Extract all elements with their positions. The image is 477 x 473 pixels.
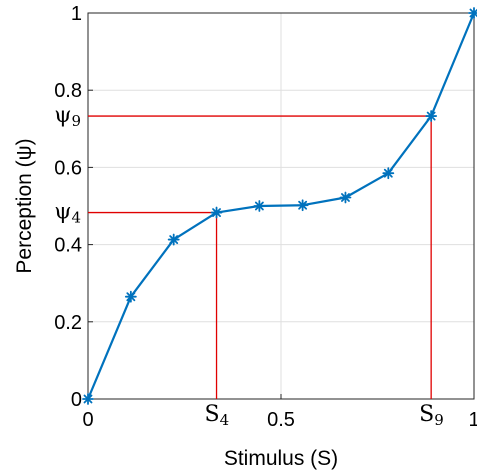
data-point <box>296 199 309 212</box>
y-tick-label: 0 <box>71 389 82 411</box>
data-point <box>82 393 94 405</box>
series-line <box>86 12 476 400</box>
y-tick-label: 1 <box>71 3 82 25</box>
data-point <box>253 200 266 212</box>
data-point <box>339 191 352 204</box>
stimulus-marker-label: S9 <box>419 402 444 429</box>
data-point <box>425 110 438 122</box>
tick-labels: 0 0.5 1 0 0.2 0.4 0.6 0.8 1 <box>54 3 477 431</box>
guide-lines <box>88 115 432 399</box>
x-axis-label: Stimulus (S) <box>224 447 338 470</box>
annotations: S4 ψ4 S9 ψ9 <box>54 103 444 429</box>
perception-marker-label: ψ9 <box>54 103 81 130</box>
y-tick-label: 0.4 <box>54 235 82 257</box>
x-tick-label: 0.5 <box>267 409 295 431</box>
data-point <box>468 7 477 19</box>
data-point <box>124 290 137 303</box>
perception-marker-label: ψ4 <box>54 200 81 227</box>
x-tick-label: 1 <box>468 409 477 431</box>
data-point <box>167 233 180 246</box>
data-point <box>382 167 395 180</box>
x-tick-label: 0 <box>82 409 93 431</box>
y-tick-label: 0.8 <box>54 80 82 102</box>
series <box>82 7 477 405</box>
y-tick-label: 0.2 <box>54 312 82 334</box>
y-axis-label: Perception (ψ) <box>13 138 36 273</box>
stimulus-marker-label: S4 <box>205 402 230 429</box>
grid <box>88 13 474 399</box>
y-tick-label: 0.6 <box>54 157 82 179</box>
data-point <box>210 206 223 219</box>
